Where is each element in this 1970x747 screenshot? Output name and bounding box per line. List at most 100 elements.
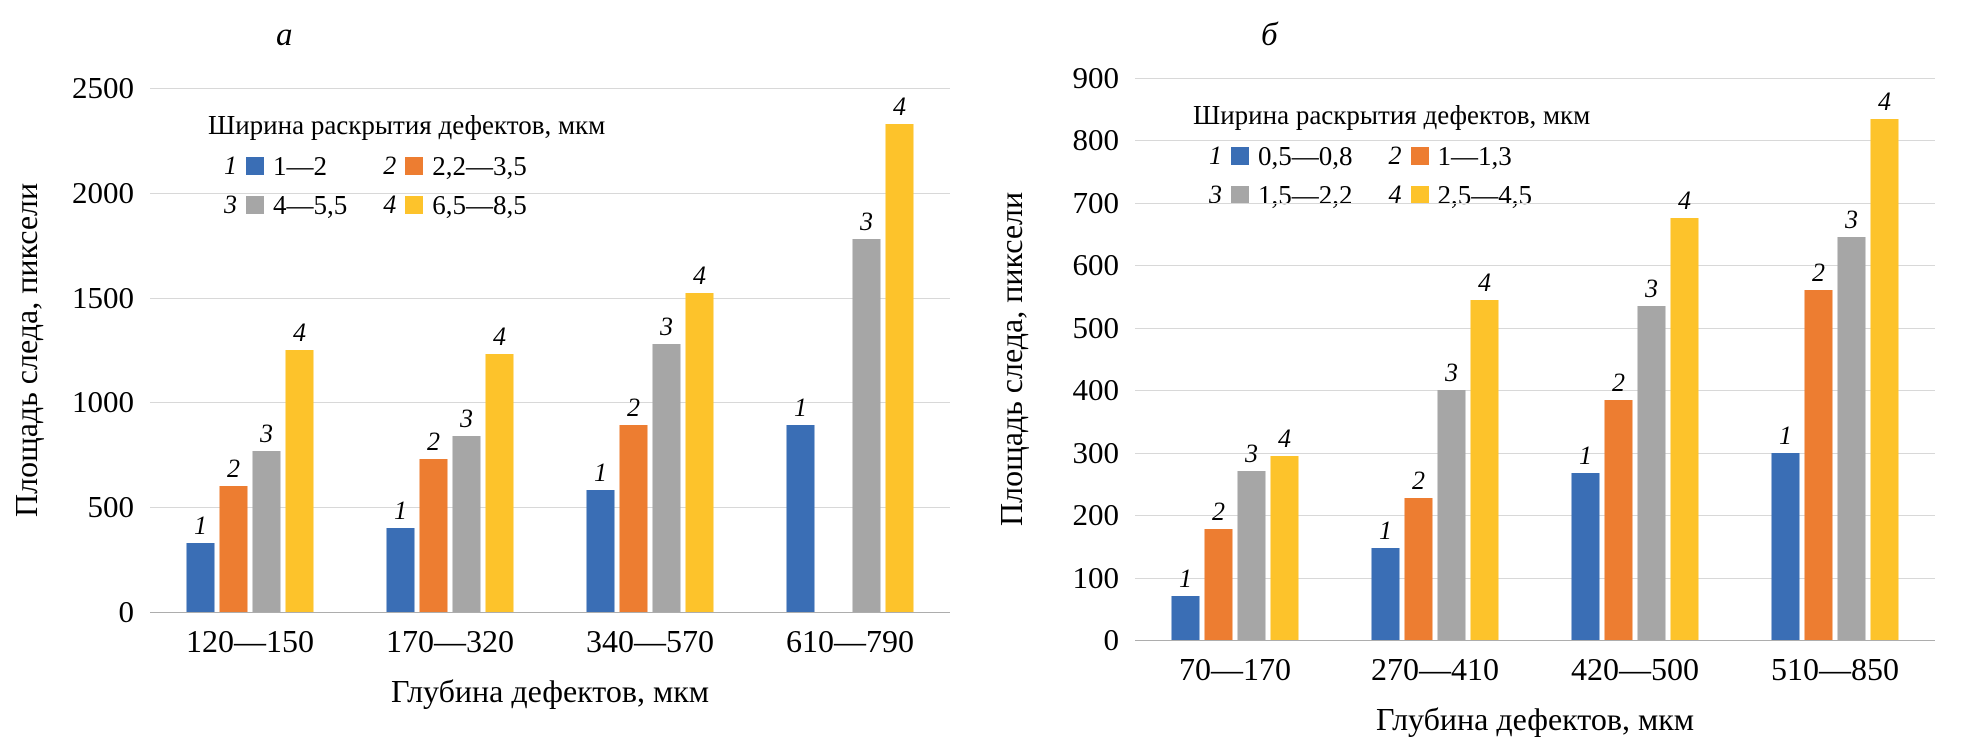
bar-slot: 1 <box>586 458 615 612</box>
y-tick-label: 900 <box>1072 60 1120 95</box>
bar-slot: 2 <box>1204 498 1233 640</box>
bar <box>1437 390 1466 640</box>
legend-series-number: 2 <box>1388 141 1402 170</box>
bar-value-label: 1 <box>1379 516 1392 545</box>
legend-items: 1 1—2 2 2,2—3,5 3 4—5,5 4 6,5—8,5 <box>224 151 605 220</box>
gridline <box>150 402 950 403</box>
x-axis-line <box>1135 640 1935 641</box>
y-axis-ticks: 0 500 1000 1500 2000 2500 <box>0 72 135 628</box>
y-tick-label: 500 <box>1072 310 1120 345</box>
legend-item: 2 1—1,3 <box>1388 141 1533 171</box>
bar-slot: 1 <box>1371 516 1400 640</box>
bar <box>1804 290 1833 640</box>
bar-slot: 3 <box>852 207 881 612</box>
bar-slot: 3 <box>1237 439 1266 640</box>
bar-slot: 3 <box>252 420 281 612</box>
gridline <box>1135 390 1935 391</box>
legend-item: 3 4—5,5 <box>224 191 347 220</box>
bar <box>786 425 815 612</box>
gridline <box>1135 203 1935 204</box>
bar <box>1204 529 1233 640</box>
x-axis-title: Глубина дефектов, мкм <box>390 673 710 709</box>
plot-area: Ширина раскрытия дефектов, мкм 1 1—2 2 2,2—… <box>150 88 950 613</box>
bar-slot: 1 <box>1571 441 1600 640</box>
bar <box>885 124 914 612</box>
bar-slot: 1 <box>1171 565 1200 640</box>
bar-slot: 1 <box>386 496 415 612</box>
bar-cluster: 1 3 4 <box>786 93 914 612</box>
bar-value-label: 3 <box>1245 439 1258 468</box>
bar-value-label: 1 <box>1779 421 1792 450</box>
y-tick-label: 200 <box>1072 497 1120 532</box>
y-tick-label: 500 <box>87 489 135 524</box>
legend-label: 2,2—3,5 <box>432 151 527 181</box>
chart-panel-a: а Площадь следа, пиксели 0 500 1000 1500 200… <box>0 17 950 709</box>
y-tick-label: 100 <box>1072 560 1120 595</box>
bar-value-label: 2 <box>1812 258 1825 287</box>
bar-slot: 4 <box>1670 187 1699 640</box>
legend-item: 4 6,5—8,5 <box>383 190 527 220</box>
x-tick-label: 170—320 <box>386 623 514 659</box>
bar-value-label: 1 <box>594 458 607 487</box>
bar-value-label: 4 <box>1278 424 1291 453</box>
bar <box>1171 596 1200 640</box>
y-tick-label: 0 <box>118 594 135 629</box>
bar-slot: 4 <box>685 262 714 612</box>
bar <box>485 354 514 612</box>
x-tick-label: 70—170 <box>1179 651 1291 687</box>
plot-area: Ширина раскрытия дефектов, мкм 1 0,5—0,8 2… <box>1135 78 1935 641</box>
bar <box>219 486 248 612</box>
bar <box>1404 498 1433 640</box>
bar-slot: 4 <box>285 319 314 612</box>
bar-slot: 1 <box>1771 421 1800 640</box>
bar-slot: 2 <box>1604 369 1633 640</box>
bar <box>386 528 415 612</box>
legend-swatch <box>1410 147 1429 165</box>
bar-slot: 1 <box>186 512 215 612</box>
bar-slot: 3 <box>652 313 681 612</box>
bar-value-label: 2 <box>427 427 440 456</box>
bar <box>586 490 615 612</box>
legend-label: 2,5—4,5 <box>1437 180 1533 210</box>
bar-value-label: 3 <box>1845 205 1858 234</box>
bar <box>1837 237 1866 640</box>
bar-value-label: 2 <box>1412 466 1425 495</box>
panel-label: а <box>276 17 293 53</box>
legend: Ширина раскрытия дефектов, мкм 1 0,5—0,8 2… <box>1193 100 1590 209</box>
bar <box>619 425 648 612</box>
legend-label: 6,5—8,5 <box>432 190 527 220</box>
bar <box>685 293 714 612</box>
gridline <box>1135 78 1935 79</box>
x-tick-label: 510—850 <box>1771 651 1899 687</box>
legend-item: 1 0,5—0,8 <box>1209 141 1353 171</box>
bar-value-label: 3 <box>860 207 873 236</box>
bar-value-label: 1 <box>1579 441 1592 470</box>
bar-slot: 4 <box>1470 268 1499 640</box>
legend-series-number: 4 <box>1388 180 1402 209</box>
y-tick-label: 700 <box>1072 185 1120 220</box>
gridline <box>150 298 950 299</box>
x-tick-label: 120—150 <box>186 623 314 659</box>
bar <box>1670 218 1699 640</box>
bar <box>1771 453 1800 640</box>
x-axis-categories: 70—170 270—410 420—500 510—850 <box>1135 652 1935 692</box>
x-tick-label: 420—500 <box>1571 651 1699 687</box>
legend-swatch <box>246 196 264 214</box>
legend-series-number: 2 <box>383 151 397 180</box>
bar <box>252 451 281 612</box>
bar <box>652 344 681 612</box>
bar-slot: 4 <box>485 323 514 612</box>
gridline <box>1135 140 1935 141</box>
legend-swatch <box>246 157 264 175</box>
gridline <box>150 88 950 89</box>
legend-label: 0,5—0,8 <box>1258 141 1353 171</box>
bar-value-label: 4 <box>1478 268 1491 297</box>
bar <box>1604 400 1633 640</box>
bar-value-label: 1 <box>394 496 407 525</box>
